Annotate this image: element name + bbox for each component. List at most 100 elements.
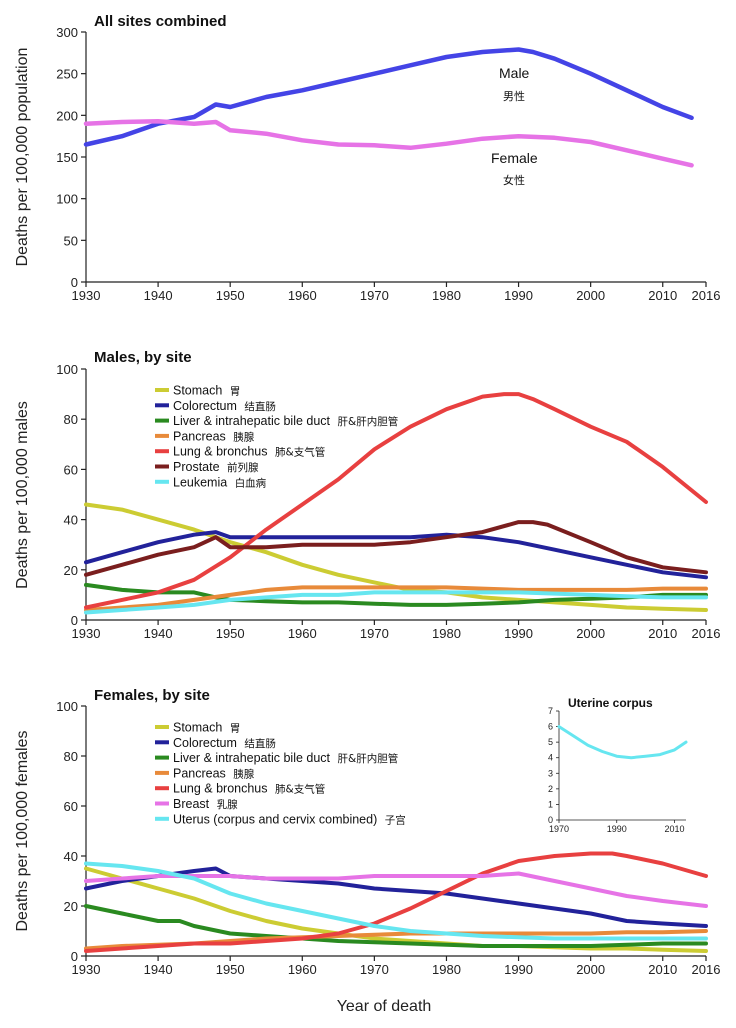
inset-axes: 0 1 2 3 4 5 6 7 1970 1990 2010 [548,706,686,834]
legend-name: Stomach [173,721,226,735]
y-tick-label: 2 [548,784,553,794]
panel-title: Males, by site [94,349,192,366]
legend-sub: 结直肠 [244,400,276,413]
legend-sub: 前列腺 [227,461,259,474]
y-tick-label: 6 [548,722,553,732]
series-label-female: Female [491,150,538,166]
series-line-stomach [84,866,708,953]
x-tick-label: 1990 [607,824,627,834]
inset-series-lines [557,725,688,760]
series-line-uterine-corpus [557,725,688,760]
x-tick-label: 1970 [360,962,389,977]
legend-sub: 肺&支气管 [275,783,325,796]
series-lines [83,47,694,168]
legend-entry: Lung & bronchus 肺&支气管 [173,782,325,796]
x-tick-label: 2016 [692,962,721,977]
y-tick-label: 0 [71,613,78,628]
y-axis-label: Deaths per 100,000 population [14,48,31,267]
x-tick-label: 1930 [72,626,101,641]
legend-name: Leukemia [173,475,231,489]
series-line-pancreas [84,585,708,612]
y-tick-label: 80 [64,412,78,427]
y-tick-label: 60 [64,799,78,814]
x-tick-label: 1950 [216,962,245,977]
x-tick-label: 1930 [72,962,101,977]
panel-males-by-site: Males, by site Deaths per 100,000 males … [14,349,720,641]
x-tick-label: 1990 [504,626,533,641]
inset-uterine-corpus: Uterine corpus 0 1 2 3 4 5 6 7 1970 1990 2010 [548,696,688,834]
x-tick-label: 1940 [144,626,173,641]
legend-entry: Liver & intrahepatic bile duct 肝&肝内胆管 [173,414,398,428]
legend-entry: Uterus (corpus and cervix combined) 子宫 [173,812,406,826]
y-axis-label: Deaths per 100,000 males [14,401,31,589]
x-tick-label: 1980 [432,962,461,977]
y-tick-label: 50 [64,233,78,248]
series-line-colorectum [84,866,708,928]
y-tick-label: 200 [56,108,78,123]
y-axis-label: Deaths per 100,000 females [14,730,31,931]
x-tick-label: 2010 [648,626,677,641]
x-tick-label: 1970 [360,626,389,641]
legend-sub: 子宫 [385,813,406,826]
legend-entry: Stomach 胃 [173,384,240,398]
x-tick-label: 1940 [144,288,173,303]
x-tick-label: 2010 [664,824,684,834]
x-tick-label: 1930 [72,288,101,303]
legend-name: Pancreas [173,766,229,780]
legend-name: Breast [173,797,213,811]
series-line-liver-intrahepatic-bile-duct [84,904,708,948]
x-tick-label: 1980 [432,626,461,641]
series-lines [84,851,708,953]
y-tick-label: 60 [64,462,78,477]
legend-sub: 乳腺 [217,798,238,811]
x-tick-label: 2010 [648,962,677,977]
panel-title: Females, by site [94,687,210,704]
legend-name: Lung & bronchus [173,782,271,796]
legend-entry: Pancreas 胰腺 [173,429,255,443]
x-tick-label: 2016 [692,626,721,641]
legend-entry: Leukemia 白血病 [173,475,267,489]
legend-sub: 胰腺 [233,430,254,443]
panel-females-by-site: Females, by site Deaths per 100,000 fema… [14,687,720,1015]
x-tick-label: 2000 [576,626,605,641]
x-tick-label: 1990 [504,288,533,303]
inset-title: Uterine corpus [568,696,653,710]
y-tick-label: 7 [548,706,553,716]
y-tick-label: 3 [548,768,553,778]
y-tick-label: 40 [64,513,78,528]
legend-sub: 肝&肝内胆管 [338,415,399,428]
series-line-lung-bronchus [84,851,708,953]
legend-entry: Lung & bronchus 肺&支气管 [173,445,325,459]
x-tick-label: 1960 [288,288,317,303]
x-tick-label: 1970 [360,288,389,303]
series-line-lung-bronchus [84,392,708,610]
x-axis-label: Year of death [337,998,432,1015]
legend-entry: Pancreas 胰腺 [173,766,255,780]
series-sub-female: 女性 [503,173,525,187]
legend-entry: Liver & intrahepatic bile duct 肝&肝内胆管 [173,751,398,765]
legend-name: Colorectum [173,399,240,413]
legend-name: Prostate [173,460,223,474]
series-label-male: Male [499,65,530,81]
x-tick-label: 1940 [144,962,173,977]
y-tick-label: 20 [64,899,78,914]
legend-entry: Stomach 胃 [173,721,240,735]
series-line-male [83,47,694,147]
y-tick-label: 0 [548,815,553,825]
legend-sub: 肺&支气管 [275,446,325,459]
y-tick-label: 4 [548,753,553,763]
series-line-uterus-corpus-and-cervix-combined [84,861,708,941]
y-tick-label: 40 [64,849,78,864]
panel-all-sites: All sites combined Deaths per 100,000 po… [14,13,720,303]
series-line-leukemia [84,590,708,615]
y-tick-label: 5 [548,737,553,747]
x-tick-label: 1950 [216,626,245,641]
series-lines [84,392,708,615]
x-tick-label: 1950 [216,288,245,303]
legend-entry: Breast 乳腺 [173,797,238,811]
legend-sub: 胃 [230,723,241,735]
